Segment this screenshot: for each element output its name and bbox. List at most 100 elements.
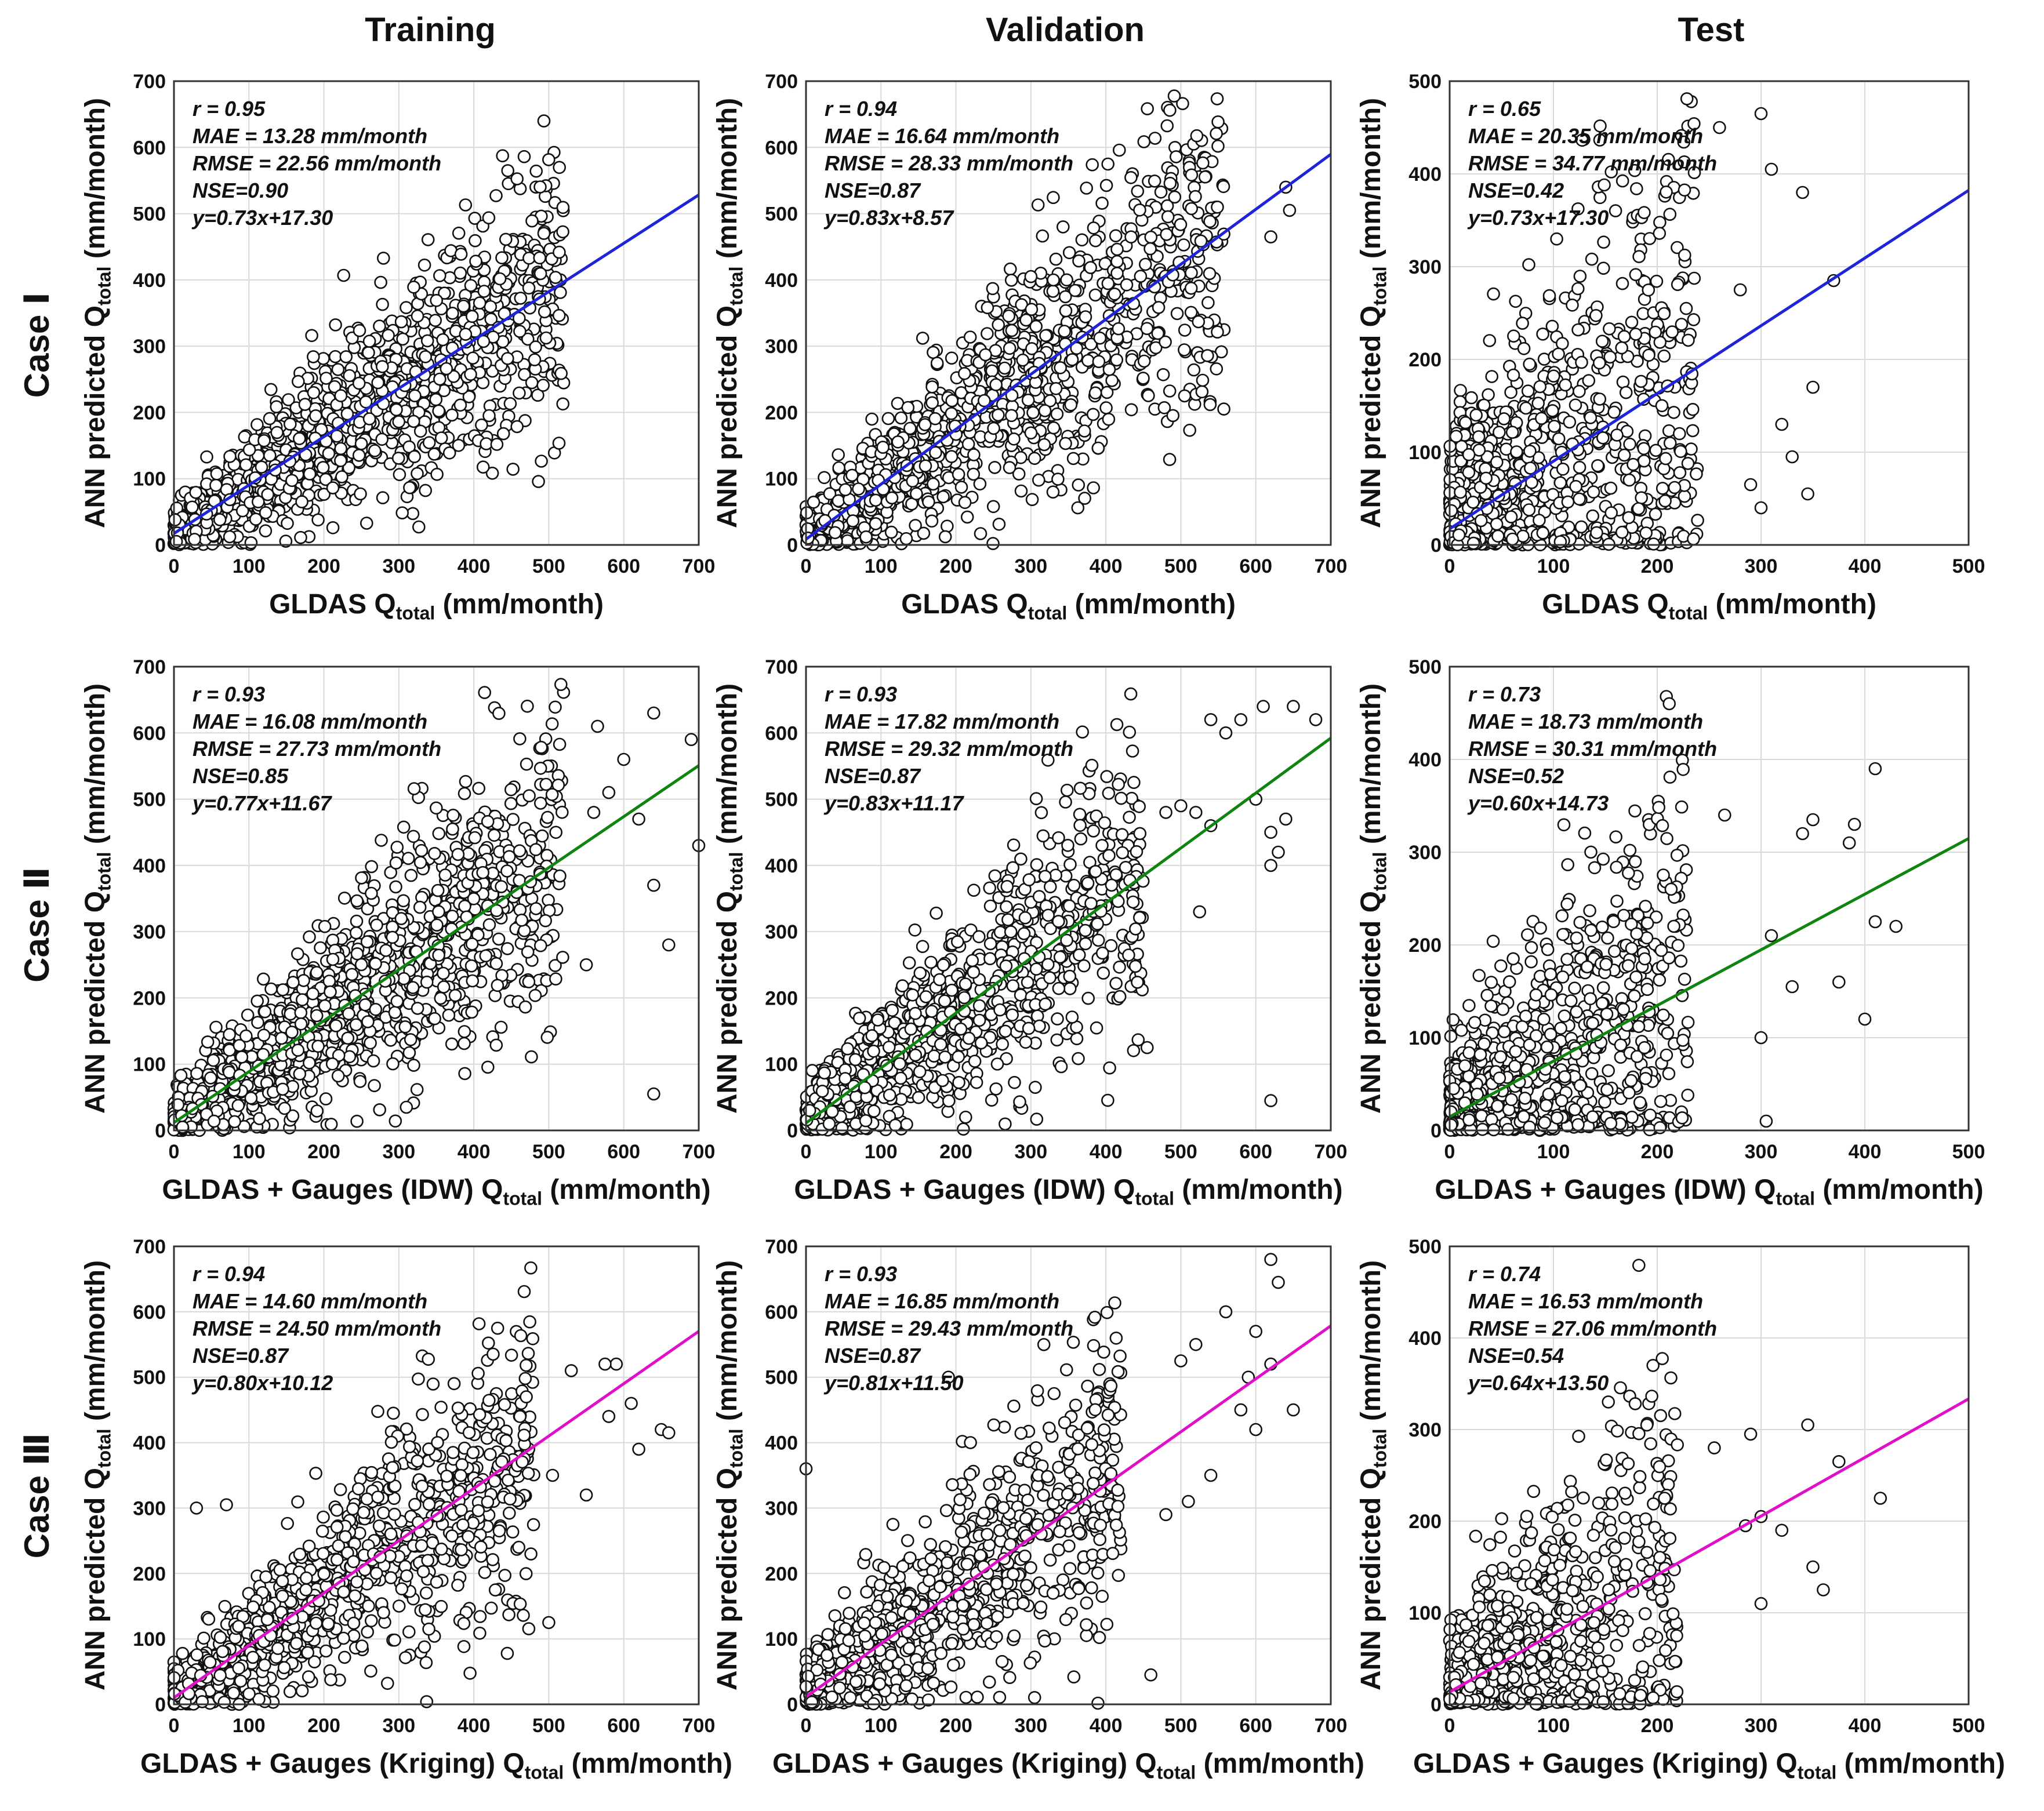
y-tick-label: 400	[133, 855, 166, 877]
scatter-point	[1671, 278, 1684, 292]
stat-line: RMSE = 22.56 mm/month	[193, 151, 441, 175]
scatter-point	[1569, 398, 1582, 412]
scatter-point	[421, 233, 435, 246]
y-tick-label: 200	[765, 402, 798, 424]
scatter-point	[1550, 232, 1563, 246]
scatter-point	[846, 514, 860, 528]
scatter-point	[334, 442, 348, 456]
scatter-point	[1066, 452, 1080, 466]
scatter-point	[390, 403, 403, 417]
scatter-point	[1522, 258, 1535, 271]
y-tick-label: 0	[155, 1120, 166, 1142]
scatter-point	[257, 434, 271, 448]
panel-1-1: 0 100 200 300 400 500 600 700010020030040050060…	[133, 71, 715, 577]
scatter-point	[1005, 409, 1018, 423]
scatter-point	[1571, 282, 1585, 296]
scatter-point	[1032, 473, 1045, 487]
scatter-point	[459, 198, 473, 212]
scatter-point	[322, 446, 336, 460]
scatter-point	[406, 830, 420, 843]
scatter-point	[223, 1028, 236, 1041]
scatter-point	[1075, 233, 1089, 247]
scatter-point	[974, 527, 987, 540]
scatter-point	[397, 820, 411, 834]
scatter-point	[374, 275, 387, 289]
scatter-point	[517, 924, 531, 937]
y-tick-label: 500	[133, 789, 166, 811]
scatter-point	[432, 827, 446, 841]
scatter-point	[533, 939, 547, 952]
stat-line: NSE=0.87	[825, 179, 921, 202]
scatter-point	[1663, 208, 1677, 221]
scatter-point	[1615, 277, 1629, 290]
scatter-point	[270, 400, 284, 414]
scatter-point	[1079, 310, 1092, 323]
scatter-point	[1025, 493, 1039, 507]
scatter-point	[925, 396, 939, 410]
scatter-point	[365, 860, 379, 874]
scatter-point	[1660, 185, 1673, 199]
scatter-point	[927, 477, 940, 491]
scatter-point	[1678, 183, 1691, 197]
scatter-point	[1673, 466, 1687, 479]
scatter-point	[250, 994, 264, 1008]
scatter-point	[411, 309, 424, 323]
scatter-point	[1531, 397, 1545, 410]
scatter-point	[1151, 326, 1165, 340]
x-tick-label: 200	[307, 555, 340, 577]
scatter-point	[1086, 408, 1100, 421]
scatter-point	[310, 1104, 324, 1118]
scatter-point	[1120, 278, 1134, 292]
scatter-point	[1160, 228, 1173, 241]
stat-line: MAE = 16.64 mm/month	[825, 124, 1059, 148]
scatter-point	[352, 449, 366, 462]
y-tick-label: 600	[133, 137, 166, 159]
scatter-point	[881, 412, 895, 426]
scatter-point	[485, 466, 499, 480]
scatter-point	[1140, 322, 1154, 336]
scatter-point	[832, 448, 845, 461]
scatter-point	[1137, 372, 1150, 385]
y-tick-label: 0	[1431, 534, 1442, 557]
scatter-point	[549, 700, 562, 714]
scatter-point	[389, 856, 403, 870]
scatter-point	[901, 401, 915, 414]
scatter-point	[1060, 273, 1073, 287]
scatter-point	[865, 412, 878, 426]
scatter-point	[1459, 416, 1472, 430]
scatter-point	[223, 530, 237, 544]
scatter-point	[554, 366, 568, 380]
scatter-point	[303, 930, 316, 944]
scatter-point	[1607, 405, 1621, 419]
scatter-point	[963, 330, 977, 344]
scatter-point	[1466, 536, 1480, 550]
scatter-point	[401, 852, 415, 865]
scatter-point	[1142, 389, 1155, 402]
scatter-point	[832, 461, 845, 475]
scatter-point	[391, 452, 405, 465]
y-tick-label: 500	[133, 203, 166, 226]
stat-line: r = 0.95	[193, 97, 266, 121]
scatter-point	[1210, 127, 1223, 140]
scatter-point	[1507, 329, 1520, 343]
scatter-point	[1141, 102, 1154, 115]
scatter-point	[352, 376, 366, 390]
scatter-point	[465, 1005, 479, 1019]
scatter-point	[305, 329, 318, 343]
scatter-point	[1047, 421, 1061, 435]
scatter-point	[1597, 235, 1610, 249]
scatter-point	[188, 533, 201, 546]
scatter-point	[1137, 354, 1151, 368]
scatter-point	[1080, 181, 1093, 195]
scatter-point	[303, 1056, 316, 1070]
scatter-point	[376, 491, 390, 504]
y-tick-label: 0	[155, 534, 166, 557]
scatter-point	[329, 318, 342, 332]
scatter-point	[428, 847, 441, 860]
scatter-point	[1217, 402, 1230, 416]
scatter-point	[430, 467, 444, 481]
scatter-point	[513, 325, 527, 338]
scatter-point	[168, 513, 182, 527]
scatter-point	[306, 350, 320, 363]
scatter-point	[432, 404, 445, 418]
